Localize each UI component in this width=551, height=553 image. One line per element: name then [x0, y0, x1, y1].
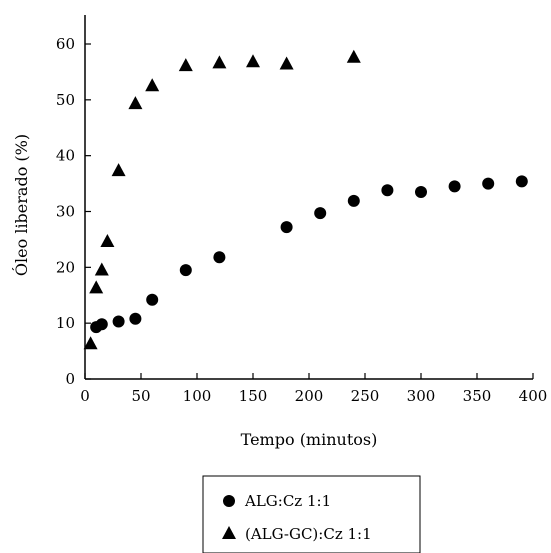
point-alg-cz — [280, 221, 293, 234]
y-tick-label: 0 — [65, 370, 75, 388]
x-tick-label: 0 — [80, 387, 90, 405]
legend-marker-alg-cz — [223, 495, 235, 507]
x-tick-label: 350 — [463, 387, 492, 405]
point-alg-cz — [213, 251, 226, 264]
x-tick-label: 200 — [295, 387, 324, 405]
point-alg-cz — [112, 315, 125, 328]
axes — [84, 15, 533, 380]
point-alg-gc-cz — [145, 78, 160, 92]
point-alg-gc-cz — [279, 56, 294, 70]
legend-label-alg-cz: ALG:Cz 1:1 — [244, 492, 331, 510]
point-alg-cz — [482, 177, 495, 190]
legend-marker-alg-gc-cz — [222, 526, 236, 539]
point-alg-gc-cz — [128, 96, 143, 110]
y-axis-title: Óleo liberado (%) — [11, 134, 31, 276]
point-alg-gc-cz — [111, 163, 126, 177]
point-alg-cz — [314, 207, 327, 220]
y-tick-label: 60 — [56, 35, 75, 53]
point-alg-cz — [515, 175, 528, 188]
y-tick-label: 10 — [56, 314, 75, 332]
x-tick-label: 50 — [131, 387, 150, 405]
y-tick-label: 20 — [56, 258, 75, 276]
x-tick-label: 400 — [519, 387, 548, 405]
x-tick-label: 300 — [407, 387, 436, 405]
point-alg-cz — [347, 194, 360, 207]
x-tick-label: 250 — [351, 387, 380, 405]
point-alg-gc-cz — [83, 336, 98, 350]
legend: ALG:Cz 1:1 (ALG-GC):Cz 1:1 — [202, 475, 421, 553]
y-tick-label: 50 — [56, 91, 75, 109]
data-markers — [83, 49, 528, 350]
legend-box — [202, 475, 421, 553]
ticks: 0 50 100 150 200 250 300 350 400 0 10 20 30 40 50 60 — [56, 35, 547, 405]
x-axis-title: Tempo (minutos) — [241, 430, 378, 449]
x-tick-label: 150 — [239, 387, 268, 405]
y-tick-label: 30 — [56, 203, 75, 221]
x-tick-label: 100 — [183, 387, 212, 405]
point-alg-cz — [179, 264, 192, 277]
point-alg-gc-cz — [246, 54, 260, 68]
point-alg-cz — [448, 180, 461, 193]
point-alg-gc-cz — [178, 58, 193, 72]
point-alg-gc-cz — [100, 234, 115, 248]
point-alg-cz — [129, 312, 142, 325]
y-tick-label: 40 — [56, 147, 75, 165]
point-alg-cz — [146, 293, 159, 306]
legend-label-alg-gc-cz: (ALG-GC):Cz 1:1 — [245, 525, 372, 543]
point-alg-gc-cz — [212, 55, 227, 69]
point-alg-cz — [381, 184, 394, 197]
point-alg-gc-cz — [94, 262, 109, 276]
point-alg-gc-cz — [89, 280, 104, 294]
point-alg-gc-cz — [346, 49, 361, 63]
point-alg-cz — [415, 185, 427, 198]
point-alg-cz — [95, 318, 108, 331]
